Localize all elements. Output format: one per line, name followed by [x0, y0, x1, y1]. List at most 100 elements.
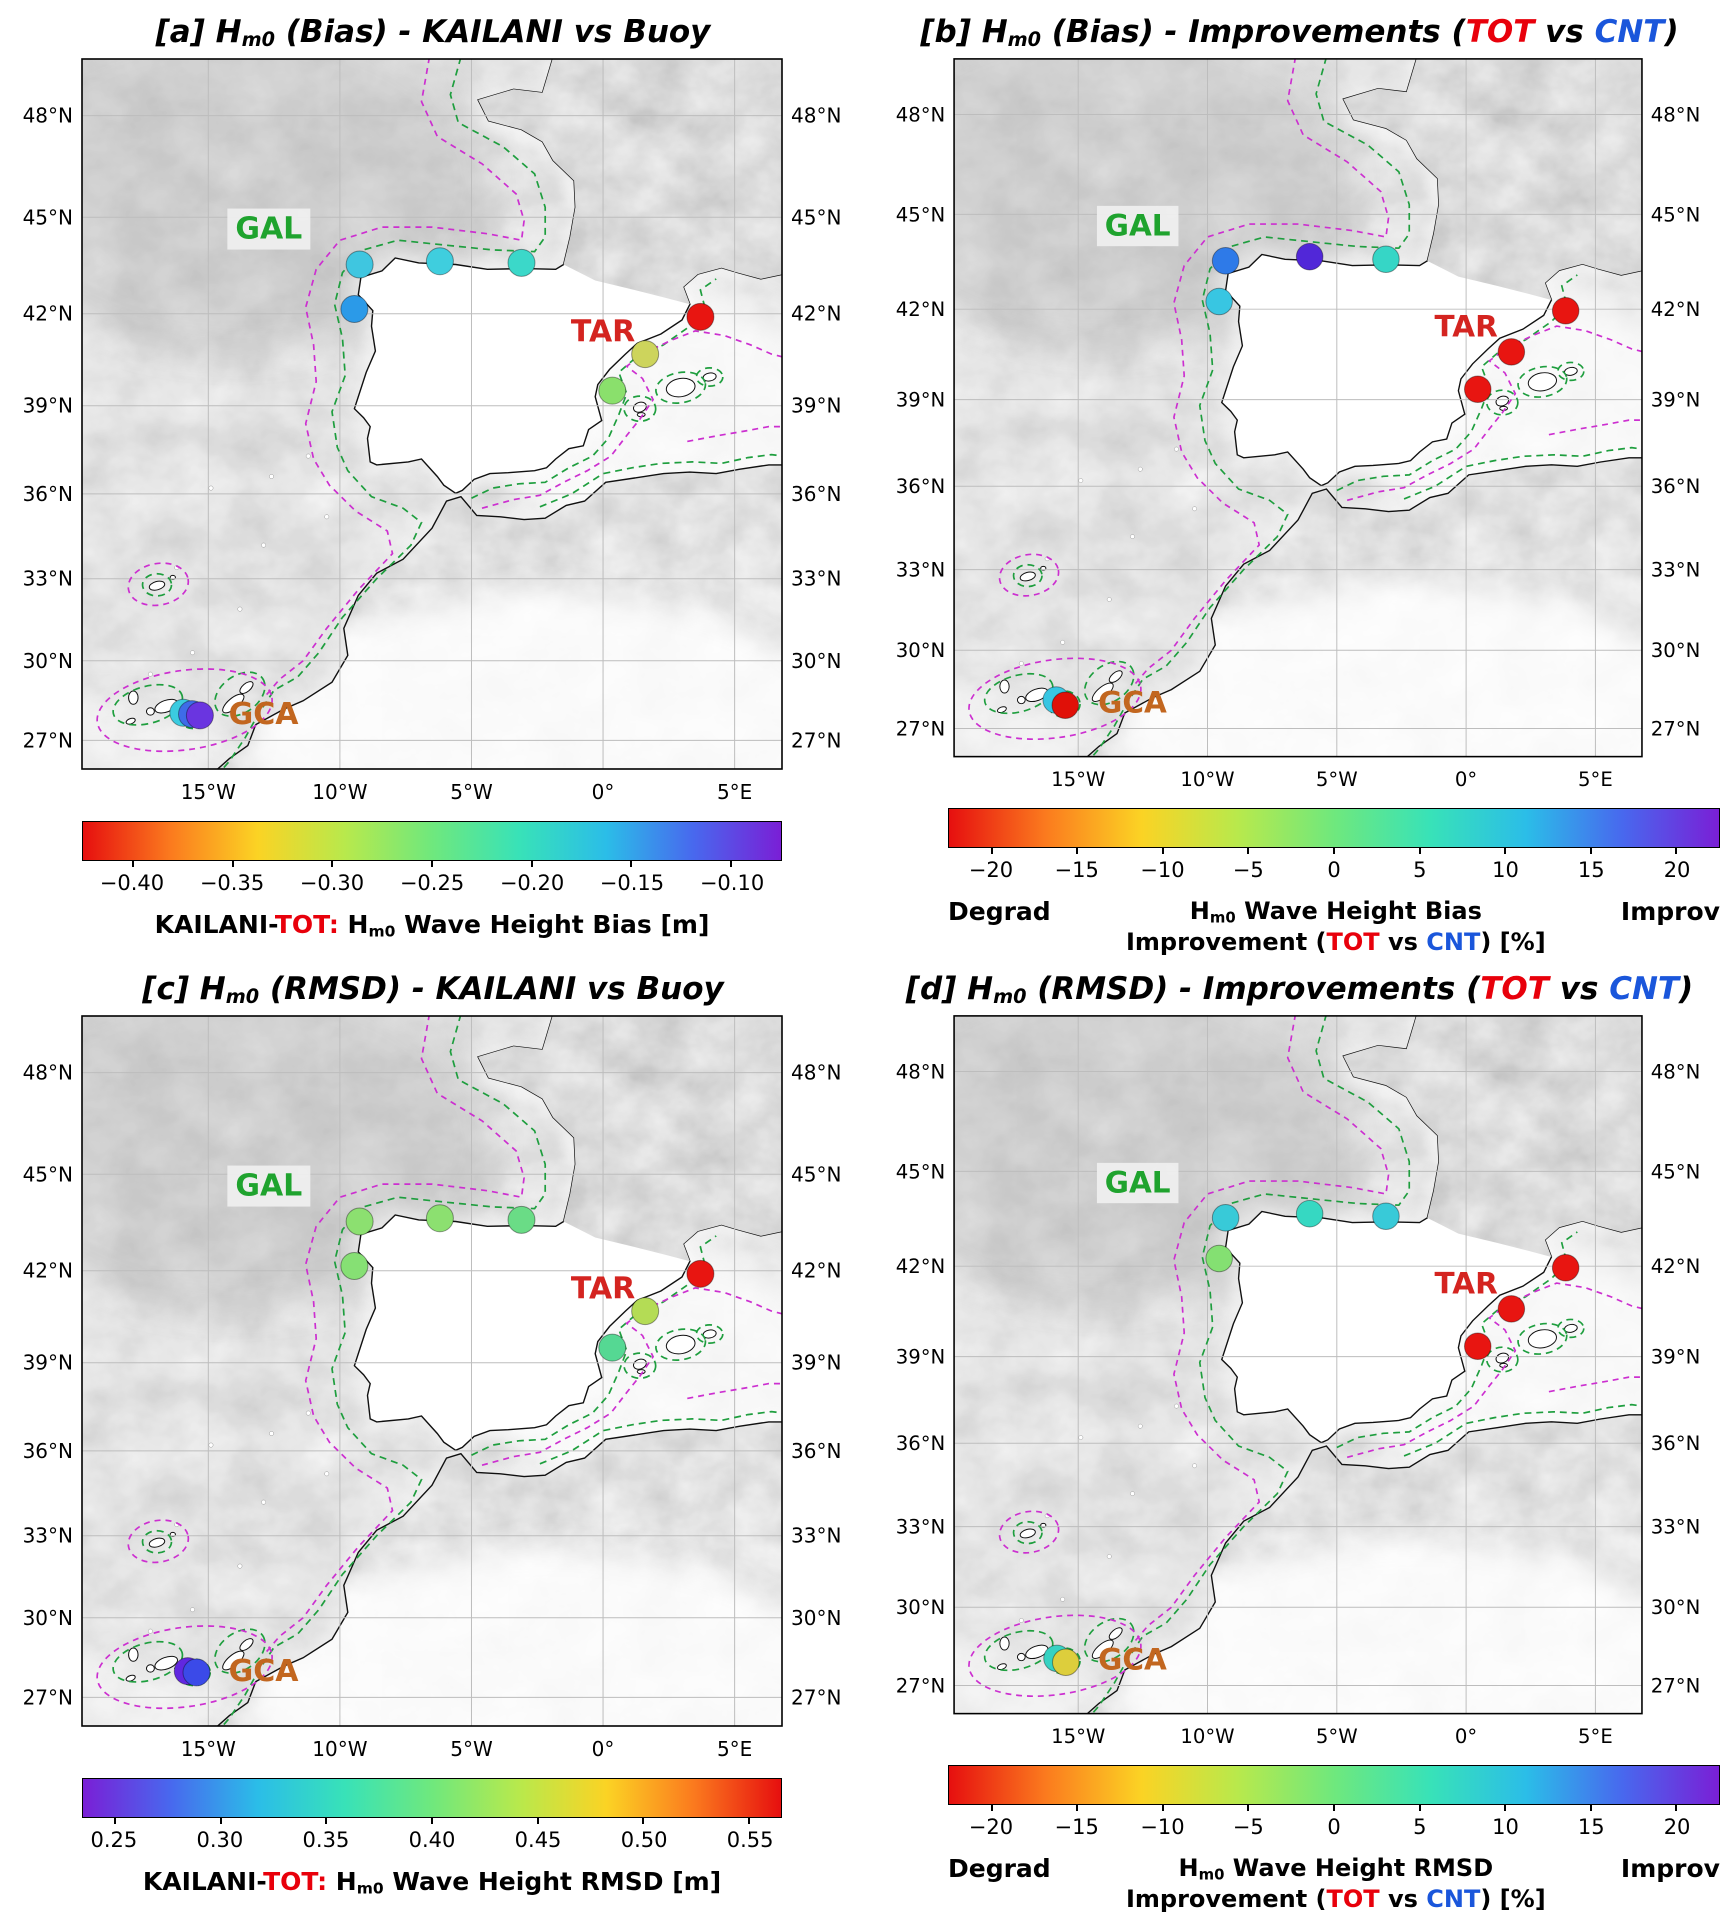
- colorbar-tick-mark: [536, 1817, 539, 1825]
- region-label-tar: TAR: [571, 315, 635, 350]
- colorbar-tick-mark: [530, 860, 533, 868]
- lat-tick-label: 42°N: [896, 1255, 946, 1278]
- colorbar-tick-label: −5: [1232, 1815, 1264, 1840]
- buoy-marker-tar: [1551, 1254, 1580, 1282]
- colorbar-tick-mark: [1675, 1804, 1678, 1812]
- text-segment: vs: [1379, 1885, 1427, 1913]
- lon-tick-label: 10°W: [312, 1737, 367, 1761]
- text-segment: [a] H: [155, 14, 242, 50]
- lat-tick-label: 30°N: [23, 649, 73, 673]
- region-label-gal: GAL: [235, 212, 302, 247]
- lon-tick-label: 0°: [592, 1737, 615, 1761]
- colorbar-tick-label: 0.50: [620, 1828, 668, 1853]
- buoy-marker-gal: [1205, 287, 1233, 316]
- lon-tick-label: 10°W: [1180, 1725, 1234, 1748]
- colorbar-tick-mark: [630, 860, 633, 868]
- lat-tick-label: 42°N: [791, 302, 841, 326]
- lat-tick-label: 27°N: [23, 1686, 73, 1710]
- lat-tick-label: 30°N: [791, 649, 841, 673]
- lon-tick-label: 5°E: [717, 780, 752, 804]
- buoy-marker-gca: [185, 701, 214, 730]
- buoy-marker-tar: [631, 1297, 660, 1326]
- buoy-marker-gca: [1051, 691, 1080, 720]
- colorbar-tick-mark: [1504, 1804, 1507, 1812]
- colorbar-tick-label: 0.40: [408, 1828, 456, 1853]
- lon-tick-label: 5°W: [1316, 768, 1358, 791]
- lat-tick-label: 33°N: [896, 1516, 946, 1539]
- text-segment: TOT: [1326, 1885, 1380, 1913]
- lat-tick-label: 45°N: [791, 205, 841, 229]
- lat-tick-label: 45°N: [896, 1161, 946, 1184]
- text-segment: TOT:: [263, 1867, 328, 1897]
- panel-a-title: [a] Hm0 (Bias) - KAILANI vs Buoy: [0, 14, 866, 51]
- text-segment: H: [1178, 1854, 1199, 1883]
- colorbar-tick-label: −0.15: [599, 871, 665, 896]
- text-segment: (Bias) - KAILANI vs Buoy: [274, 14, 711, 50]
- text-segment: CNT: [1426, 1885, 1481, 1913]
- colorbar-tick-mark: [431, 1817, 433, 1825]
- colorbar-tick-label: −0.25: [399, 871, 465, 896]
- buoy-marker-tar: [631, 340, 660, 369]
- text-segment: (Bias) - Improvements (: [1041, 14, 1466, 50]
- colorbar-tick-mark: [1589, 847, 1592, 855]
- colorbar-tick-label: 10: [1492, 858, 1519, 883]
- buoy-marker-gal: [1372, 1202, 1400, 1231]
- region-label-tar: TAR: [571, 1272, 635, 1307]
- improv-label: Improv: [1620, 897, 1720, 927]
- colorbar-a: [82, 821, 782, 868]
- colorbar-tick-mark: [231, 860, 234, 868]
- lon-tick-label: 5°W: [450, 780, 493, 804]
- text-segment: (RMSD) - Improvements (: [1026, 971, 1481, 1007]
- text-segment: [b] H: [920, 14, 1008, 50]
- text-segment: ) [%]: [1480, 1885, 1546, 1913]
- lat-tick-label: 36°N: [1651, 475, 1701, 498]
- lat-tick-label: 45°N: [23, 1162, 73, 1186]
- buoy-marker-gal: [1211, 1204, 1240, 1232]
- colorbar-tick-label: 5: [1413, 858, 1427, 883]
- colorbar-tick-mark: [1333, 847, 1335, 855]
- colorbar-a-caption: KAILANI-TOT: Hm0 Wave Height Bias [m]: [82, 909, 782, 942]
- colorbar-tick-mark: [219, 1817, 222, 1825]
- colorbar-tick-label: 0: [1327, 858, 1341, 883]
- lat-tick-label: 30°N: [791, 1606, 841, 1630]
- colorbar-tick-label: 15: [1577, 858, 1605, 883]
- panel-b-title: [b] Hm0 (Bias) - Improvements (TOT vs CN…: [866, 14, 1733, 51]
- text-segment: CNT: [1594, 14, 1665, 50]
- lat-tick-label: 36°N: [896, 1432, 946, 1455]
- colorbar-tick-label: −10: [1140, 858, 1185, 883]
- colorbar-tick-label: 0: [1327, 1815, 1341, 1840]
- colorbar-tick-mark: [1418, 1804, 1421, 1812]
- lat-tick-label: 42°N: [23, 302, 73, 326]
- buoy-marker-tar: [1463, 375, 1492, 404]
- colorbar-tick-label: 0.35: [302, 1828, 350, 1853]
- text-segment: Improvement (: [1125, 928, 1327, 956]
- lat-tick-label: 36°N: [791, 1439, 841, 1463]
- lon-tick-label: 0°: [1455, 768, 1477, 791]
- buoy-marker-gca: [182, 1658, 211, 1687]
- region-label-gal: GAL: [1105, 1166, 1171, 1200]
- lat-tick-label: 33°N: [791, 1524, 841, 1548]
- lat-tick-label: 45°N: [1651, 204, 1701, 227]
- lat-tick-label: 45°N: [23, 205, 73, 229]
- panel-d-title: [d] Hm0 (RMSD) - Improvements (TOT vs CN…: [866, 971, 1733, 1008]
- text-segment: TOT: [1465, 14, 1535, 50]
- lat-tick-label: 42°N: [1651, 1255, 1701, 1278]
- text-segment: m0: [225, 985, 260, 1009]
- colorbar-tick-mark: [748, 1817, 751, 1825]
- colorbar-tick-mark: [1333, 1804, 1335, 1812]
- colorbar-tick-label: −0.35: [199, 871, 265, 896]
- lat-tick-label: 36°N: [791, 482, 841, 506]
- text-segment: vs: [1548, 971, 1610, 1007]
- lat-tick-label: 39°N: [791, 1351, 841, 1375]
- panel-c-title: [c] Hm0 (RMSD) - KAILANI vs Buoy: [0, 971, 866, 1008]
- lat-tick-label: 33°N: [1651, 1516, 1701, 1539]
- buoy-marker-gal: [507, 1206, 536, 1235]
- colorbar-tick-label: −0.20: [499, 871, 565, 896]
- lat-tick-label: 30°N: [23, 1606, 73, 1630]
- buoy-marker-tar: [1497, 338, 1526, 366]
- lon-tick-label: 15°W: [181, 1737, 236, 1761]
- colorbar-tick-mark: [131, 860, 134, 868]
- colorbar-tick-mark: [990, 1804, 993, 1812]
- lat-tick-label: 39°N: [791, 394, 841, 418]
- lon-tick-label: 5°E: [1578, 768, 1613, 791]
